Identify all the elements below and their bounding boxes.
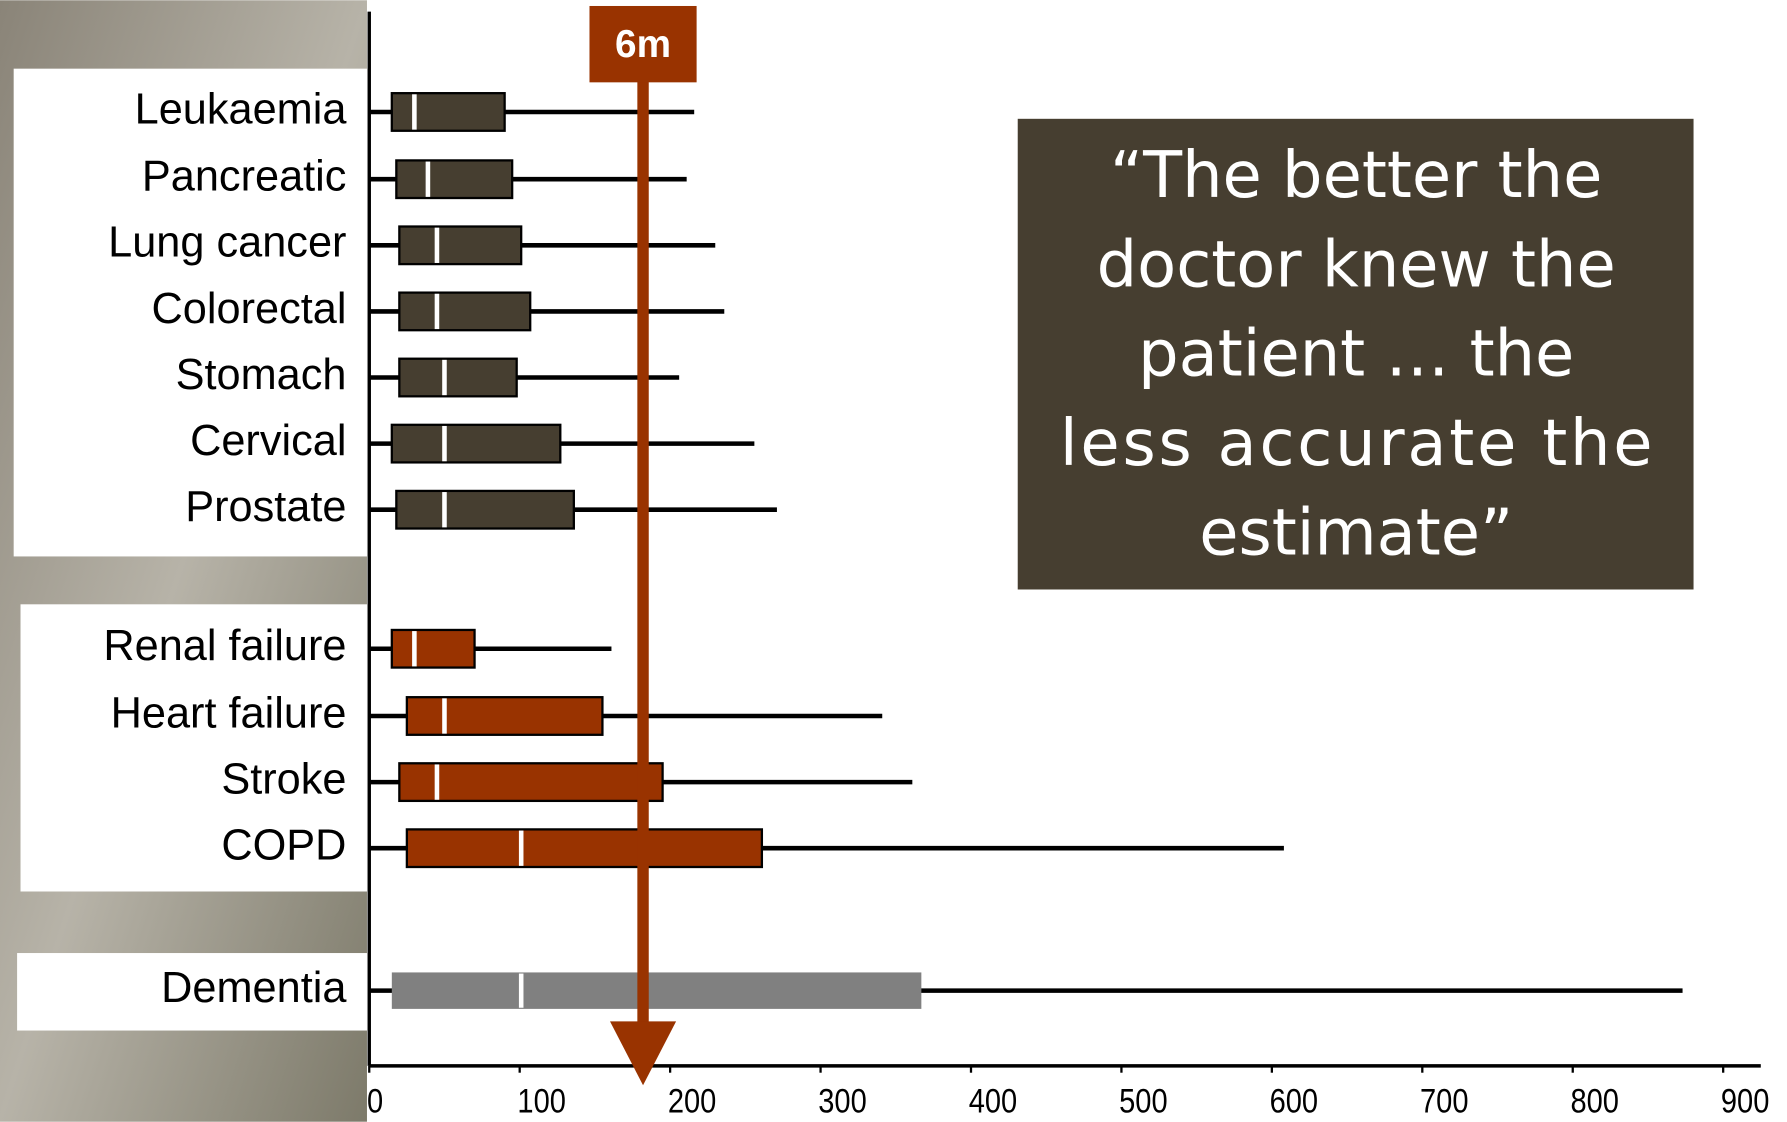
- box: [396, 491, 574, 529]
- box: [396, 160, 512, 198]
- category-label: Renal failure: [103, 622, 346, 670]
- x-tick-label: 700: [1420, 1081, 1468, 1120]
- category-label: Colorectal: [152, 285, 347, 333]
- box: [407, 829, 762, 867]
- category-label: Stroke: [221, 756, 346, 804]
- x-tick-label: 400: [969, 1081, 1017, 1120]
- chart: 0 100 200 300 400 500 600 700 800 900 Leukaemia Pan…: [0, 0, 1787, 1122]
- x-tick-label: 500: [1119, 1081, 1167, 1120]
- box: [392, 93, 505, 131]
- quote-line: less accurate the: [1060, 407, 1653, 481]
- x-tick-label: 900: [1721, 1081, 1769, 1120]
- category-label: Heart failure: [111, 689, 347, 737]
- category-label: Leukaemia: [135, 85, 348, 133]
- x-tick-label: 200: [668, 1081, 716, 1120]
- quote-line: patient … the: [1138, 318, 1574, 392]
- box: [399, 293, 530, 331]
- box: [392, 972, 922, 1008]
- category-label: Cervical: [190, 417, 346, 465]
- x-tick-label: 300: [818, 1081, 866, 1120]
- box: [399, 359, 516, 397]
- x-tick-label: 800: [1570, 1081, 1618, 1120]
- quote-line: estimate”: [1199, 497, 1513, 571]
- category-label: Dementia: [161, 964, 347, 1012]
- x-tick-label: 0: [367, 1081, 383, 1120]
- quote-line: doctor knew the: [1097, 228, 1616, 302]
- quote-line: “The better the: [1110, 139, 1602, 213]
- reference-label: 6m: [615, 23, 671, 66]
- category-label: Prostate: [185, 483, 346, 531]
- reference-arrowhead: [610, 1021, 676, 1085]
- category-label: Pancreatic: [142, 153, 347, 201]
- category-label: Lung cancer: [108, 219, 346, 267]
- category-label: Stomach: [176, 351, 347, 399]
- x-tick-label: 100: [517, 1081, 565, 1120]
- box: [399, 227, 521, 265]
- category-label: COPD: [221, 822, 346, 870]
- box: [392, 425, 560, 463]
- box: [392, 630, 475, 668]
- x-tick-label: 600: [1270, 1081, 1318, 1120]
- box: [407, 697, 603, 735]
